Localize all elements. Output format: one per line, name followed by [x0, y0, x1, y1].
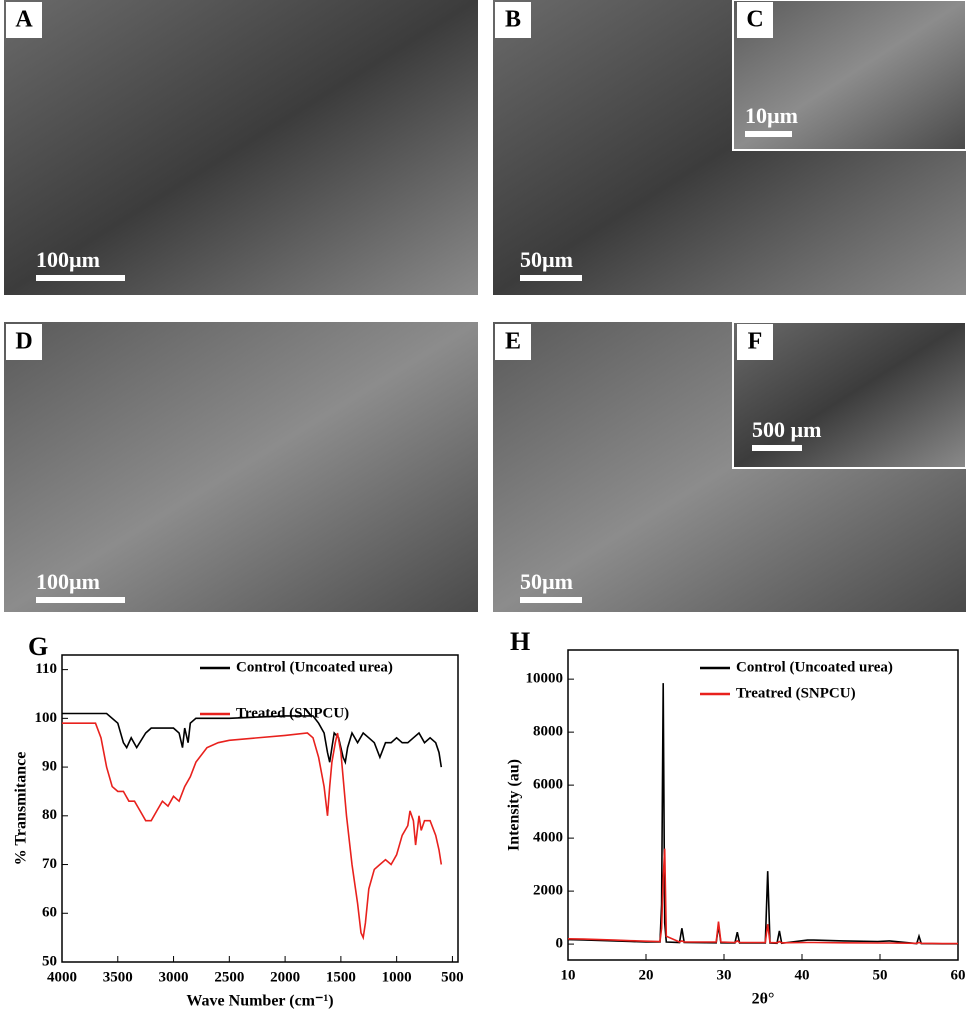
legend-label: Control (Uncoated urea): [236, 659, 393, 675]
legend-label: Treated (SNPCU): [236, 705, 349, 721]
scale-label: 500 µm: [752, 417, 822, 442]
x-tick-label: 2500: [214, 969, 244, 985]
legend-label: Control (Uncoated urea): [736, 659, 893, 675]
y-tick-label: 110: [35, 661, 57, 677]
legend-label: Treatred (SNPCU): [736, 685, 856, 701]
panel-label: E: [505, 329, 521, 355]
x-tick-label: 500: [441, 969, 464, 985]
x-tick-label: 40: [795, 967, 810, 983]
x-axis-label: Wave Number (cm⁻¹): [186, 993, 333, 1010]
x-tick-label: 3000: [159, 969, 189, 985]
sem-image: [4, 322, 478, 612]
y-tick-label: 80: [42, 807, 57, 823]
panel-label: D: [15, 329, 32, 355]
x-tick-label: 2000: [270, 969, 300, 985]
y-tick-label: 50: [42, 953, 57, 969]
y-tick-label: 2000: [533, 883, 563, 899]
scale-label: 100µm: [36, 569, 100, 594]
y-axis-label: % Transmitance: [13, 752, 30, 866]
sem-image: [4, 0, 478, 295]
panel-label-box: [737, 324, 773, 360]
series-line: [62, 712, 443, 768]
panel-label: A: [15, 7, 33, 33]
x-tick-label: 1000: [382, 969, 412, 985]
scale-label: 50µm: [520, 247, 573, 272]
x-tick-label: 10: [561, 967, 576, 983]
panel-label-box: [737, 2, 773, 38]
scale-label: 10µm: [745, 103, 798, 128]
series-line: [62, 722, 443, 941]
series-line: [567, 683, 958, 945]
y-tick-label: 8000: [533, 724, 563, 740]
series-line: [567, 848, 958, 945]
panel-label: F: [748, 329, 763, 355]
panel-label: B: [505, 7, 521, 33]
y-tick-label: 0: [556, 936, 564, 952]
y-tick-label: 6000: [533, 777, 563, 793]
y-axis-label: Intensity (au): [506, 759, 523, 851]
panel-label: C: [746, 7, 763, 33]
panel-label-box: [6, 324, 42, 360]
plot-frame: [61, 654, 459, 963]
x-axis-label: 2θ°: [752, 991, 775, 1008]
scale-label: 100µm: [36, 247, 100, 272]
plot-frame: [567, 649, 959, 961]
scale-label: 50µm: [520, 569, 573, 594]
y-tick-label: 60: [42, 905, 57, 921]
x-tick-label: 50: [873, 967, 888, 983]
y-tick-label: 100: [35, 710, 58, 726]
x-tick-label: 1500: [326, 969, 356, 985]
panel-label-box: [495, 324, 531, 360]
x-tick-label: 20: [639, 967, 654, 983]
panel-label-box: [6, 2, 42, 38]
y-tick-label: 10000: [526, 671, 564, 687]
x-tick-label: 30: [717, 967, 732, 983]
panel-label-box: [495, 2, 531, 38]
x-tick-label: 3500: [103, 969, 133, 985]
y-tick-label: 90: [42, 759, 57, 775]
x-tick-label: 4000: [47, 969, 77, 985]
y-tick-label: 70: [42, 856, 57, 872]
y-tick-label: 4000: [533, 830, 563, 846]
panel-label: G: [28, 632, 48, 661]
x-tick-label: 60: [951, 967, 966, 983]
panel-label: H: [510, 627, 530, 656]
